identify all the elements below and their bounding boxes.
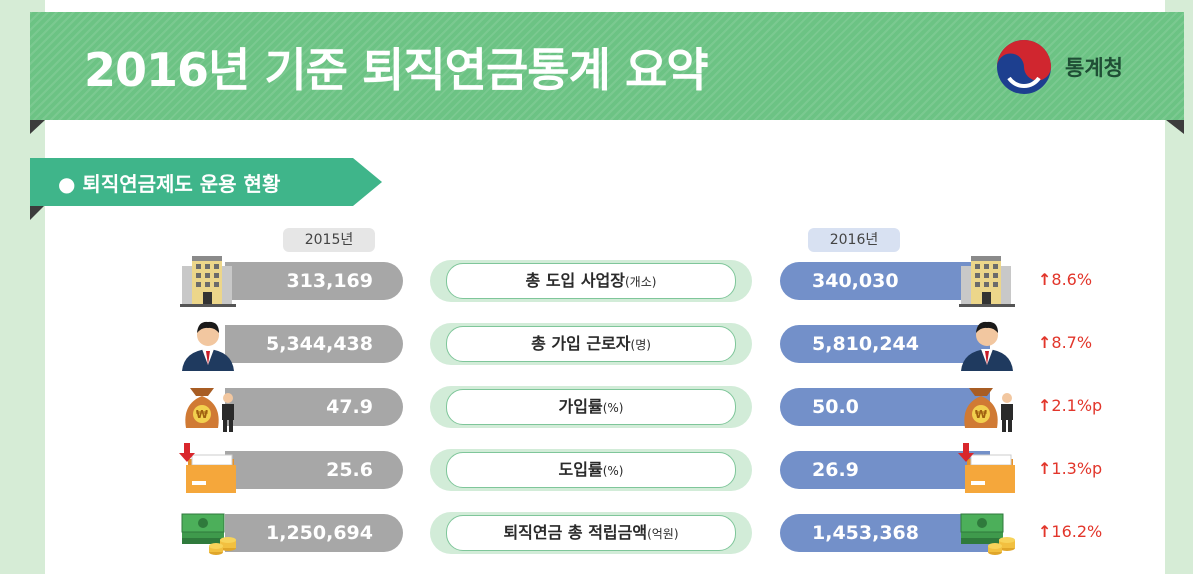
stat-label: 가입률(%) (446, 389, 736, 425)
label-pill: 퇴직연금 총 적립금액(억원) (430, 512, 752, 554)
change-indicator: ↑1.3%p (1038, 455, 1102, 483)
up-arrow-icon: ↑ (1038, 270, 1052, 289)
bar-2015: 25.6 (225, 451, 403, 489)
up-arrow-icon: ↑ (1038, 396, 1052, 415)
stat-label-text: 총 가입 근로자 (531, 334, 631, 353)
bar-2015: 313,169 (225, 262, 403, 300)
worker-icon (182, 321, 234, 371)
banner-fold-left (30, 120, 45, 134)
svg-text:₩: ₩ (975, 408, 987, 421)
stat-unit: (%) (602, 401, 624, 415)
label-pill: 도입률(%) (430, 449, 752, 491)
folder-icon (179, 443, 236, 493)
stat-label-text: 퇴직연금 총 적립금액 (503, 523, 648, 542)
stat-unit: (개소) (625, 275, 657, 289)
bar-2015: 47.9 (225, 388, 403, 426)
taegeuk-logo-icon (997, 40, 1051, 94)
stat-label: 총 가입 근로자(명) (446, 326, 736, 362)
stat-unit: (명) (630, 338, 651, 352)
bar-2015: 5,344,438 (225, 325, 403, 363)
stat-label-text: 총 도입 사업장 (525, 271, 625, 290)
bar-2016: 26.9 (780, 451, 990, 489)
building-icon (180, 256, 236, 307)
section-title-text: 퇴직연금제도 운용 현황 (82, 172, 281, 196)
value-2015: 1,250,694 (266, 522, 373, 544)
year-label-2015: 2015년 (283, 228, 375, 252)
stat-label: 퇴직연금 총 적립금액(억원) (446, 515, 736, 551)
stat-row-workers: 5,344,438 총 가입 근로자(명) 5,810,244 ↑8.7% (0, 321, 1193, 371)
section-fold (30, 206, 44, 220)
money-bag-icon: ₩ (185, 388, 234, 432)
change-indicator: ↑16.2% (1038, 518, 1102, 546)
stat-label: 총 도입 사업장(개소) (446, 263, 736, 299)
value-2015: 313,169 (286, 270, 373, 292)
change-value: 16.2% (1051, 522, 1103, 541)
stat-label: 도입률(%) (446, 452, 736, 488)
value-2016: 50.0 (812, 396, 859, 418)
value-2016: 1,453,368 (812, 522, 919, 544)
folder-icon (958, 443, 1015, 493)
label-pill: 총 도입 사업장(개소) (430, 260, 752, 302)
money-bag-icon: ₩ (964, 388, 1013, 432)
building-icon (959, 256, 1015, 307)
bar-2016: 1,453,368 (780, 514, 990, 552)
stat-label-text: 가입률 (558, 397, 603, 416)
page-title: 2016년 기준 퇴직연금통계 요약 (84, 43, 709, 97)
change-value: 8.7% (1051, 333, 1093, 352)
section-title: ● 퇴직연금제도 운용 현황 (58, 172, 281, 196)
bar-2015: 1,250,694 (225, 514, 403, 552)
value-2016: 26.9 (812, 459, 859, 481)
value-2016: 5,810,244 (812, 333, 919, 355)
change-indicator: ↑2.1%p (1038, 392, 1102, 420)
bar-2016: 5,810,244 (780, 325, 990, 363)
up-arrow-icon: ↑ (1038, 333, 1052, 352)
banner-fold-right (1166, 120, 1184, 134)
cash-stack-icon (181, 513, 236, 555)
statistics-korea-logo: 통계청 (995, 38, 1135, 96)
header-banner (30, 12, 1184, 120)
change-indicator: ↑8.6% (1038, 266, 1092, 294)
stat-row-enrollment-rate: 47.9 ₩ 가입률(%) 50.0 ₩ ↑2.1%p (0, 386, 1193, 432)
up-arrow-icon: ↑ (1038, 459, 1052, 478)
change-value: 1.3%p (1051, 459, 1103, 478)
label-pill: 총 가입 근로자(명) (430, 323, 752, 365)
stat-row-total-reserves: 1,250,694 퇴직연금 총 적립금액(억원) 1,453,368 ↑16.… (0, 512, 1193, 556)
value-2016: 340,030 (812, 270, 899, 292)
bar-2016: 340,030 (780, 262, 990, 300)
value-2015: 25.6 (326, 459, 373, 481)
stat-unit: (억원) (647, 527, 679, 541)
value-2015: 5,344,438 (266, 333, 373, 355)
year-label-2016: 2016년 (808, 228, 900, 252)
bar-2016: 50.0 (780, 388, 990, 426)
stat-row-sites: 313,169 총 도입 사업장(개소) 340,030 ↑8.6% (0, 256, 1193, 307)
up-arrow-icon: ↑ (1038, 522, 1052, 541)
section-header (30, 158, 382, 206)
stat-unit: (%) (602, 464, 624, 478)
logo-text: 통계청 (1065, 56, 1123, 80)
value-2015: 47.9 (326, 396, 373, 418)
stat-row-adoption-rate: 25.6 도입률(%) 26.9 ↑1.3%p (0, 443, 1193, 493)
change-indicator: ↑8.7% (1038, 329, 1092, 357)
change-value: 8.6% (1051, 270, 1093, 289)
worker-icon (961, 321, 1013, 371)
cash-stack-icon (960, 513, 1015, 555)
svg-text:₩: ₩ (196, 408, 208, 421)
label-pill: 가입률(%) (430, 386, 752, 428)
change-value: 2.1%p (1051, 396, 1103, 415)
stat-label-text: 도입률 (558, 460, 603, 479)
